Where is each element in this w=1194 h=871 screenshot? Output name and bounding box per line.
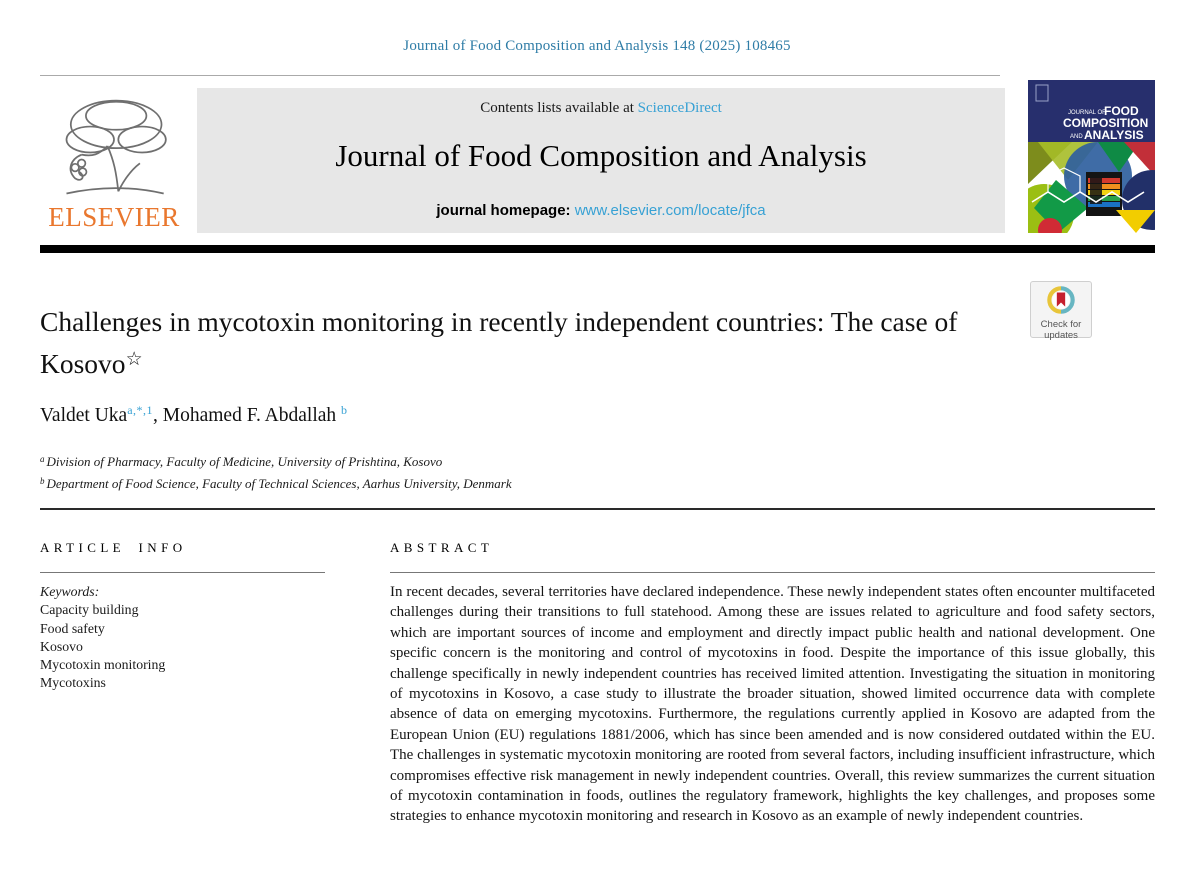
check-for-updates-badge[interactable]: Check for updates (1030, 281, 1092, 340)
article-info-rule (40, 572, 325, 573)
journal-banner-title: Journal of Food Composition and Analysis (335, 138, 867, 173)
svg-text:ANALYSIS: ANALYSIS (1084, 128, 1144, 142)
svg-text:FOOD: FOOD (1104, 104, 1139, 118)
masthead-top-rule (40, 75, 1000, 76)
author-name: Mohamed F. Abdallah (162, 405, 337, 426)
badge-text-line2: updates (1044, 329, 1078, 341)
keyword-item: Capacity building (40, 602, 139, 618)
affiliation-sup: a (40, 454, 45, 464)
author-name: Valdet Uka (40, 405, 128, 426)
contents-prefix: Contents lists available at (480, 100, 638, 116)
elsevier-tree-icon (65, 99, 167, 195)
author-affiliation-sup[interactable]: b (341, 403, 348, 417)
homepage-prefix: journal homepage: (436, 202, 575, 219)
abstract-column: ABSTRACT In recent decades, several terr… (390, 540, 1155, 827)
section-divider (40, 508, 1155, 510)
sciencedirect-link[interactable]: ScienceDirect (637, 100, 722, 116)
article-title: Challenges in mycotoxin monitoring in re… (40, 303, 1025, 383)
affiliation-text: Department of Food Science, Faculty of T… (46, 475, 512, 491)
keyword-item: Food safety (40, 620, 105, 636)
journal-cover-art: JOURNAL OF FOOD COMPOSITION AND ANALYSIS (1014, 80, 1182, 244)
svg-text:COMPOSITION: COMPOSITION (1063, 116, 1148, 130)
author-affiliation-sup[interactable]: a,*,1 (127, 403, 154, 417)
article-info-column: ARTICLE INFO Keywords: Capacity building… (40, 540, 325, 693)
keywords-block: Keywords: Capacity building Food safety … (40, 583, 325, 693)
keyword-item: Kosovo (40, 638, 83, 654)
affiliation-item: a Division of Pharmacy, Faculty of Medici… (40, 450, 512, 472)
contents-line: Contents lists available at ScienceDirec… (197, 100, 1005, 117)
journal-citation-link[interactable]: Journal of Food Composition and Analysis… (403, 38, 791, 54)
author-separator: , (153, 405, 163, 426)
homepage-url-link[interactable]: www.elsevier.com/locate/jfca (574, 202, 766, 219)
keyword-item: Mycotoxin monitoring (40, 657, 166, 673)
abstract-text: In recent decades, several territories h… (390, 584, 1155, 825)
journal-banner: Contents lists available at ScienceDirec… (197, 88, 1005, 233)
title-footnote-star[interactable]: ☆ (125, 349, 143, 370)
svg-text:JOURNAL OF: JOURNAL OF (1068, 110, 1106, 116)
author-line: Valdet Ukaa,*,1, Mohamed F. Abdallah b (40, 403, 348, 427)
keywords-label: Keywords: (40, 584, 100, 599)
keyword-item: Mycotoxins (40, 675, 106, 691)
affiliation-text: Division of Pharmacy, Faculty of Medicin… (46, 454, 443, 469)
homepage-line: journal homepage: www.elsevier.com/locat… (197, 202, 1005, 219)
article-title-text: Challenges in mycotoxin monitoring in re… (40, 306, 958, 379)
affiliation-list: a Division of Pharmacy, Faculty of Medici… (40, 450, 512, 493)
article-info-heading: ARTICLE INFO (40, 540, 187, 555)
elsevier-wordmark: ELSEVIER (48, 202, 180, 232)
elsevier-logo: ELSEVIER (34, 92, 194, 234)
masthead-divider-bar (40, 245, 1155, 253)
check-for-updates-icon (1047, 286, 1075, 314)
affiliation-item: b Department of Food Science, Faculty of … (40, 472, 512, 494)
abstract-rule (390, 572, 1155, 573)
abstract-heading: ABSTRACT (390, 540, 494, 555)
badge-text-line1: Check for (1040, 319, 1082, 330)
journal-cover-thumbnail[interactable]: JOURNAL OF FOOD COMPOSITION AND ANALYSIS (1014, 80, 1182, 244)
affiliation-sup: b (40, 475, 45, 486)
svg-text:AND: AND (1070, 134, 1083, 140)
